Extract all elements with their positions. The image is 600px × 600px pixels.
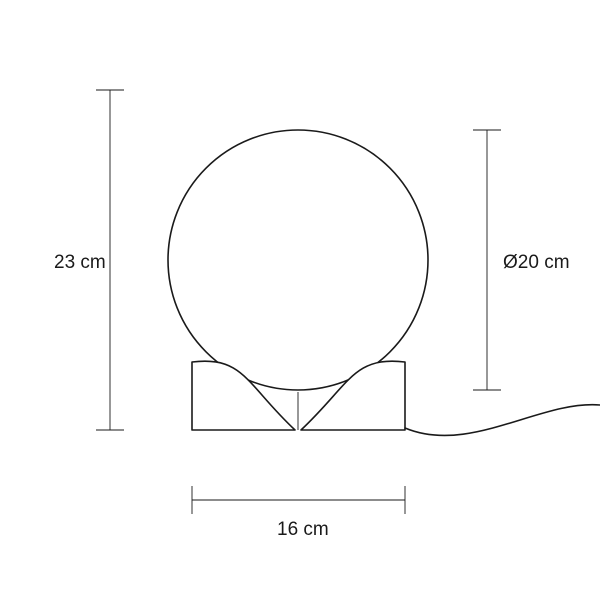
dim-label-height: 23 cm xyxy=(54,252,106,273)
canvas-bg xyxy=(0,0,600,600)
dimension-drawing: 23 cm Ø20 cm 16 cm xyxy=(0,0,600,600)
dim-label-width: 16 cm xyxy=(277,519,329,540)
dim-label-diameter: Ø20 cm xyxy=(503,252,570,273)
